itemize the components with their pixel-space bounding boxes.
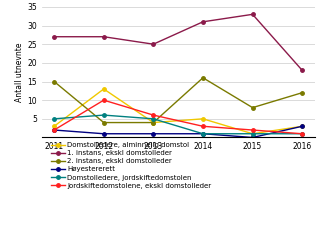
Høyestererett	[251, 136, 255, 139]
Jordskiftedomstolene, ekskl domstolleder	[102, 99, 106, 101]
Line: Jordskiftedomstolene, ekskl domstolleder: Jordskiftedomstolene, ekskl domstolleder	[52, 98, 304, 136]
Jordskiftedomstolene, ekskl domstolleder	[300, 132, 304, 135]
Domstolledere, alminnelig domstol	[201, 117, 205, 120]
Domstolledere, jordskiftedomstolen	[102, 114, 106, 117]
2. instans, ekskl domstolleder	[52, 80, 56, 83]
Domstolledere, jordskiftedomstolen	[300, 132, 304, 135]
Y-axis label: Antall utnevnte: Antall utnevnte	[15, 42, 24, 102]
Jordskiftedomstolene, ekskl domstolleder	[201, 125, 205, 128]
1. instans, ekskl domstolleder	[300, 69, 304, 72]
Line: Domstolledere, alminnelig domstol: Domstolledere, alminnelig domstol	[52, 87, 304, 136]
Line: Domstolledere, jordskiftedomstolen: Domstolledere, jordskiftedomstolen	[52, 113, 304, 136]
2. instans, ekskl domstolleder	[201, 76, 205, 79]
1. instans, ekskl domstolleder	[201, 20, 205, 23]
Domstolledere, alminnelig domstol	[251, 132, 255, 135]
Domstolledere, alminnelig domstol	[300, 125, 304, 128]
Legend: Domstolledere, alminnelig domstol, 1. instans, ekskl domstolleder, 2. instans, e: Domstolledere, alminnelig domstol, 1. in…	[51, 142, 212, 189]
2. instans, ekskl domstolleder	[251, 106, 255, 109]
Domstolledere, jordskiftedomstolen	[201, 132, 205, 135]
2. instans, ekskl domstolleder	[152, 121, 155, 124]
Domstolledere, alminnelig domstol	[102, 88, 106, 90]
Høyestererett	[300, 125, 304, 128]
Jordskiftedomstolene, ekskl domstolleder	[251, 129, 255, 131]
Domstolledere, jordskiftedomstolen	[152, 117, 155, 120]
Line: 2. instans, ekskl domstolleder: 2. instans, ekskl domstolleder	[52, 76, 304, 124]
1. instans, ekskl domstolleder	[102, 35, 106, 38]
Jordskiftedomstolene, ekskl domstolleder	[152, 114, 155, 117]
1. instans, ekskl domstolleder	[251, 13, 255, 16]
1. instans, ekskl domstolleder	[52, 35, 56, 38]
Line: Høyestererett: Høyestererett	[52, 125, 304, 139]
Høyestererett	[201, 132, 205, 135]
Høyestererett	[52, 129, 56, 131]
2. instans, ekskl domstolleder	[300, 91, 304, 94]
1. instans, ekskl domstolleder	[152, 43, 155, 46]
Domstolledere, alminnelig domstol	[52, 125, 56, 128]
Høyestererett	[102, 132, 106, 135]
2. instans, ekskl domstolleder	[102, 121, 106, 124]
Høyestererett	[152, 132, 155, 135]
Line: 1. instans, ekskl domstolleder: 1. instans, ekskl domstolleder	[52, 13, 304, 72]
Domstolledere, alminnelig domstol	[152, 121, 155, 124]
Jordskiftedomstolene, ekskl domstolleder	[52, 129, 56, 131]
Domstolledere, jordskiftedomstolen	[52, 117, 56, 120]
Domstolledere, jordskiftedomstolen	[251, 132, 255, 135]
